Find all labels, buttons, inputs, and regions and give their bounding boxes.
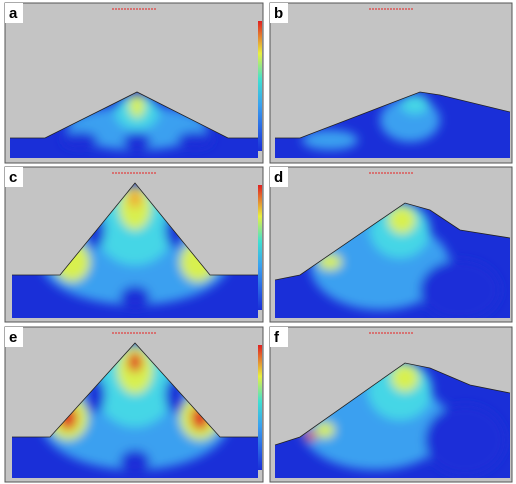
contour-blob bbox=[123, 133, 151, 151]
panel: d bbox=[270, 167, 512, 322]
panel: f bbox=[270, 327, 512, 482]
contour-blob bbox=[129, 188, 141, 208]
panel-label: b bbox=[274, 5, 283, 22]
contour-blob bbox=[62, 132, 98, 148]
panel-label: e bbox=[9, 329, 17, 346]
panel: a bbox=[5, 3, 263, 163]
contour-blob bbox=[177, 132, 213, 148]
contour-blob bbox=[420, 260, 500, 320]
panel-label: a bbox=[9, 5, 18, 22]
panel-label: d bbox=[274, 169, 283, 186]
colorbar bbox=[258, 185, 262, 310]
colorbar bbox=[258, 21, 262, 151]
contour-blob bbox=[425, 405, 505, 475]
contour-blob bbox=[129, 94, 145, 118]
colorbar bbox=[258, 345, 262, 470]
contour-blob bbox=[120, 286, 150, 310]
figure: a b c d e f bbox=[0, 0, 516, 484]
panel: e bbox=[5, 327, 263, 482]
contour-blob bbox=[128, 352, 142, 372]
panel-label: c bbox=[9, 169, 17, 186]
contour-blob bbox=[120, 450, 150, 474]
panel: b bbox=[270, 3, 512, 163]
label-box bbox=[270, 327, 288, 347]
panel: c bbox=[5, 167, 263, 322]
